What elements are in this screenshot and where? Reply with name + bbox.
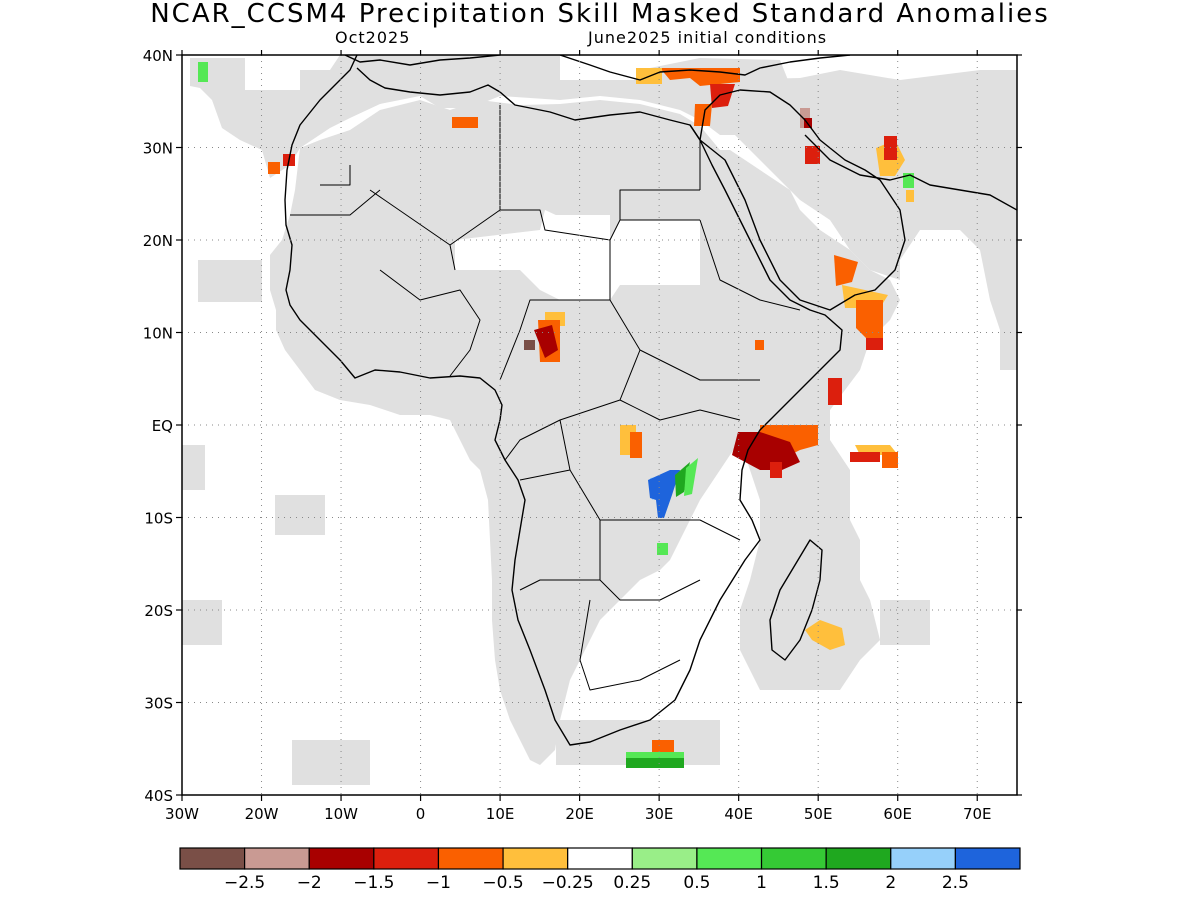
anomaly-eastern-drc bbox=[630, 432, 642, 458]
lon-tick-label: 60E bbox=[883, 805, 912, 823]
lat-tick-label: 30N bbox=[143, 140, 173, 158]
latitude-axis: 40N 30N 20N 10N EQ 10S 20S 30S 40S bbox=[143, 47, 1022, 805]
persia-coastline bbox=[804, 134, 1017, 211]
colorbar-swatch bbox=[696, 847, 763, 870]
anomaly-levant bbox=[710, 84, 735, 108]
colorbar-swatch bbox=[373, 847, 440, 870]
longitude-axis: 30W 20W 10W 0 10E 20E 30E 40E 50E 60E 70E bbox=[165, 50, 992, 823]
lat-tick-label: 40S bbox=[144, 787, 173, 805]
mask-indian-ocean-islands bbox=[880, 310, 1017, 645]
anomaly-tanzania bbox=[684, 458, 698, 496]
anomaly-kenya-red bbox=[770, 462, 782, 478]
anomaly-canaries bbox=[198, 62, 208, 82]
colorbar-label: −0.25 bbox=[542, 873, 594, 893]
colorbar-label: 1 bbox=[756, 873, 767, 893]
anomaly-patches-layer bbox=[198, 62, 914, 768]
lon-tick-label: 20E bbox=[565, 805, 594, 823]
anomaly-western-arabia bbox=[834, 255, 858, 286]
mask-arabia bbox=[710, 70, 1017, 330]
lat-tick-label: 20S bbox=[144, 602, 173, 620]
anomaly-south-africa-coast bbox=[652, 740, 674, 752]
colorbar-label: −0.5 bbox=[482, 873, 523, 893]
anomaly-gulf bbox=[805, 146, 820, 164]
anomaly-algeria bbox=[452, 117, 478, 128]
anomaly-chad-brown bbox=[524, 340, 535, 350]
initial-conditions-label: June2025 initial conditions bbox=[588, 28, 828, 47]
colorbar-swatch bbox=[825, 847, 892, 870]
colorbar-swatch bbox=[631, 847, 698, 870]
lat-tick-label: 30S bbox=[144, 695, 173, 713]
anomaly-chad bbox=[534, 325, 558, 358]
anomaly-zambia bbox=[657, 543, 668, 555]
colorbar-label: 0.5 bbox=[683, 873, 710, 893]
colorbar-label: 1.5 bbox=[813, 873, 840, 893]
anomaly-morocco bbox=[268, 162, 280, 174]
anomaly-seychelles bbox=[850, 452, 880, 462]
anomaly-madagascar bbox=[805, 620, 845, 650]
lon-tick-label: 70E bbox=[963, 805, 992, 823]
lat-tick-label: 10S bbox=[144, 510, 173, 528]
skill-mask-layer bbox=[182, 55, 1017, 785]
colorbar-label: −1 bbox=[426, 873, 451, 893]
arabia-coastline bbox=[699, 89, 906, 311]
anomaly-kenya bbox=[732, 432, 800, 470]
lat-tick-label: 10N bbox=[143, 325, 173, 343]
anomaly-gulf-of-aden bbox=[856, 300, 883, 340]
africa-coastline bbox=[284, 55, 843, 746]
colorbar-swatch bbox=[179, 847, 246, 870]
lat-tick-label: 20N bbox=[143, 232, 173, 250]
colorbar-label: −2.5 bbox=[224, 873, 265, 893]
lon-tick-label: 30W bbox=[165, 805, 199, 823]
lon-tick-label: 50E bbox=[804, 805, 833, 823]
coastline-layer bbox=[284, 55, 1017, 746]
anomaly-agulhas bbox=[626, 758, 684, 768]
anomaly-gulf-of-aden-red bbox=[866, 338, 883, 350]
lon-tick-label: 20W bbox=[245, 805, 279, 823]
colorbar-label: 2.5 bbox=[942, 873, 969, 893]
lon-tick-label: 0 bbox=[416, 805, 426, 823]
colorbar-label: −2 bbox=[297, 873, 322, 893]
colorbar-swatch bbox=[760, 847, 827, 870]
mask-east-africa bbox=[690, 150, 900, 690]
colorbar-swatch bbox=[308, 847, 375, 870]
colorbar-label: 0.25 bbox=[613, 873, 651, 893]
anomaly-tanganyika bbox=[648, 470, 680, 518]
colorbar-swatch bbox=[954, 847, 1021, 870]
madagascar-coastline bbox=[769, 539, 823, 661]
lon-tick-label: 40E bbox=[724, 805, 753, 823]
colorbar-swatch bbox=[890, 847, 956, 870]
anomaly-seychelles-orange bbox=[882, 452, 898, 468]
country-borders bbox=[290, 105, 801, 691]
map-title: NCAR_CCSM4 Precipitation Skill Masked St… bbox=[150, 0, 1050, 29]
lat-tick-label: EQ bbox=[152, 417, 173, 435]
colorbar-swatch bbox=[567, 847, 633, 870]
anomaly-hormuz-yellow bbox=[906, 190, 914, 202]
colorbar-label: −1.5 bbox=[353, 873, 394, 893]
mask-north-africa bbox=[270, 100, 850, 765]
anomaly-somalia bbox=[828, 378, 842, 405]
mask-northwest-africa bbox=[190, 55, 790, 178]
mediterranean-north bbox=[344, 55, 851, 81]
red-sea-west bbox=[689, 124, 701, 141]
colorbar-swatch bbox=[244, 847, 310, 870]
anomaly-ethiopia-dot bbox=[755, 340, 764, 350]
mask-south-atlantic bbox=[182, 260, 720, 785]
colorbar: −2.5 −2 −1.5 −1 −0.5 −0.25 0.25 0.5 1 1.5 2 2.5 bbox=[179, 847, 1021, 893]
lon-tick-label: 10E bbox=[486, 805, 515, 823]
colorbar-swatch bbox=[437, 847, 504, 870]
lat-tick-label: 40N bbox=[143, 47, 173, 65]
colorbar-label: 2 bbox=[885, 873, 896, 893]
valid-month-label: Oct2025 bbox=[335, 28, 411, 47]
anomaly-levant-orange bbox=[694, 104, 712, 126]
lon-tick-label: 10W bbox=[324, 805, 358, 823]
colorbar-swatch bbox=[502, 847, 569, 870]
lon-tick-label: 30E bbox=[645, 805, 674, 823]
mask-unmasked-sahel-gap bbox=[455, 210, 700, 300]
